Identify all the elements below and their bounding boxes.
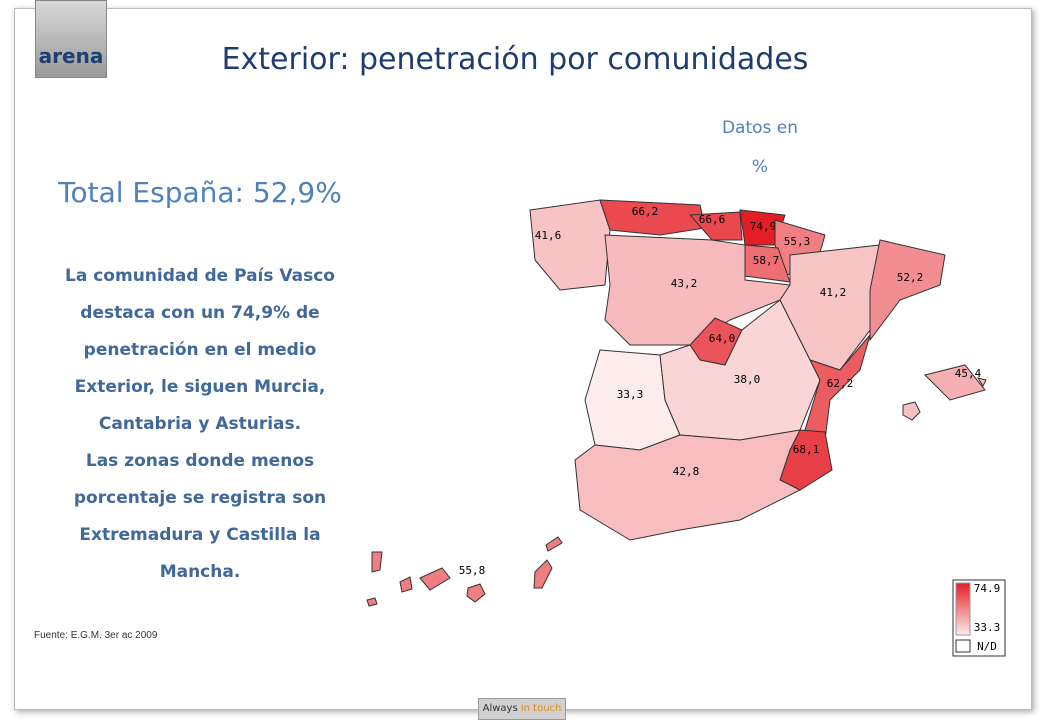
region-label: 42,8 <box>673 465 700 478</box>
region <box>599 199 706 236</box>
description: La comunidad de País Vasco destaca con u… <box>45 258 355 591</box>
region <box>869 239 946 342</box>
region-label: 66,6 <box>699 213 726 226</box>
region <box>366 536 563 607</box>
region <box>688 211 743 241</box>
region-label: 62,2 <box>827 377 854 390</box>
region-label: 33,3 <box>617 388 644 401</box>
units-note: % <box>751 157 769 177</box>
region-label: 66,2 <box>632 205 659 218</box>
legend-max: 74.9 <box>974 582 1001 595</box>
region-label: 38,0 <box>734 373 761 386</box>
legend-missing-swatch <box>955 639 971 653</box>
region <box>924 364 986 401</box>
region-label: 64,0 <box>709 332 736 345</box>
region-label: 43,2 <box>671 277 698 290</box>
region-label: 41,2 <box>820 286 847 299</box>
region-label: 52,2 <box>897 271 924 284</box>
region <box>604 234 791 346</box>
island <box>902 377 987 421</box>
region-label: 41,6 <box>535 229 562 242</box>
region <box>574 429 802 541</box>
legend-missing: N/D <box>977 640 997 653</box>
footer-text: Always <box>482 703 518 714</box>
region-label: 58,7 <box>753 254 780 267</box>
legend-gradient <box>955 582 971 636</box>
logo: arena <box>35 0 107 78</box>
title: Exterior: penetración por comunidades <box>221 42 809 77</box>
paragraph: La comunidad de País Vasco destaca con u… <box>65 266 335 434</box>
total: Total España: 52,9% <box>58 176 342 209</box>
units-note: Datos en <box>721 118 799 138</box>
paragraph: Las zonas donde menos porcentaje se regi… <box>73 451 327 582</box>
region-label: 74,9 <box>750 220 777 233</box>
footer-text: in touch <box>520 703 562 714</box>
source: Fuente: E.G.M. 3er ac 2009 <box>34 630 158 641</box>
region-label: 55,3 <box>784 235 811 248</box>
region-label: 45,4 <box>955 367 982 380</box>
region-label: 55,8 <box>459 564 486 577</box>
region-label: 68,1 <box>793 443 820 456</box>
legend-min: 33.3 <box>974 621 1001 634</box>
region <box>529 199 611 291</box>
